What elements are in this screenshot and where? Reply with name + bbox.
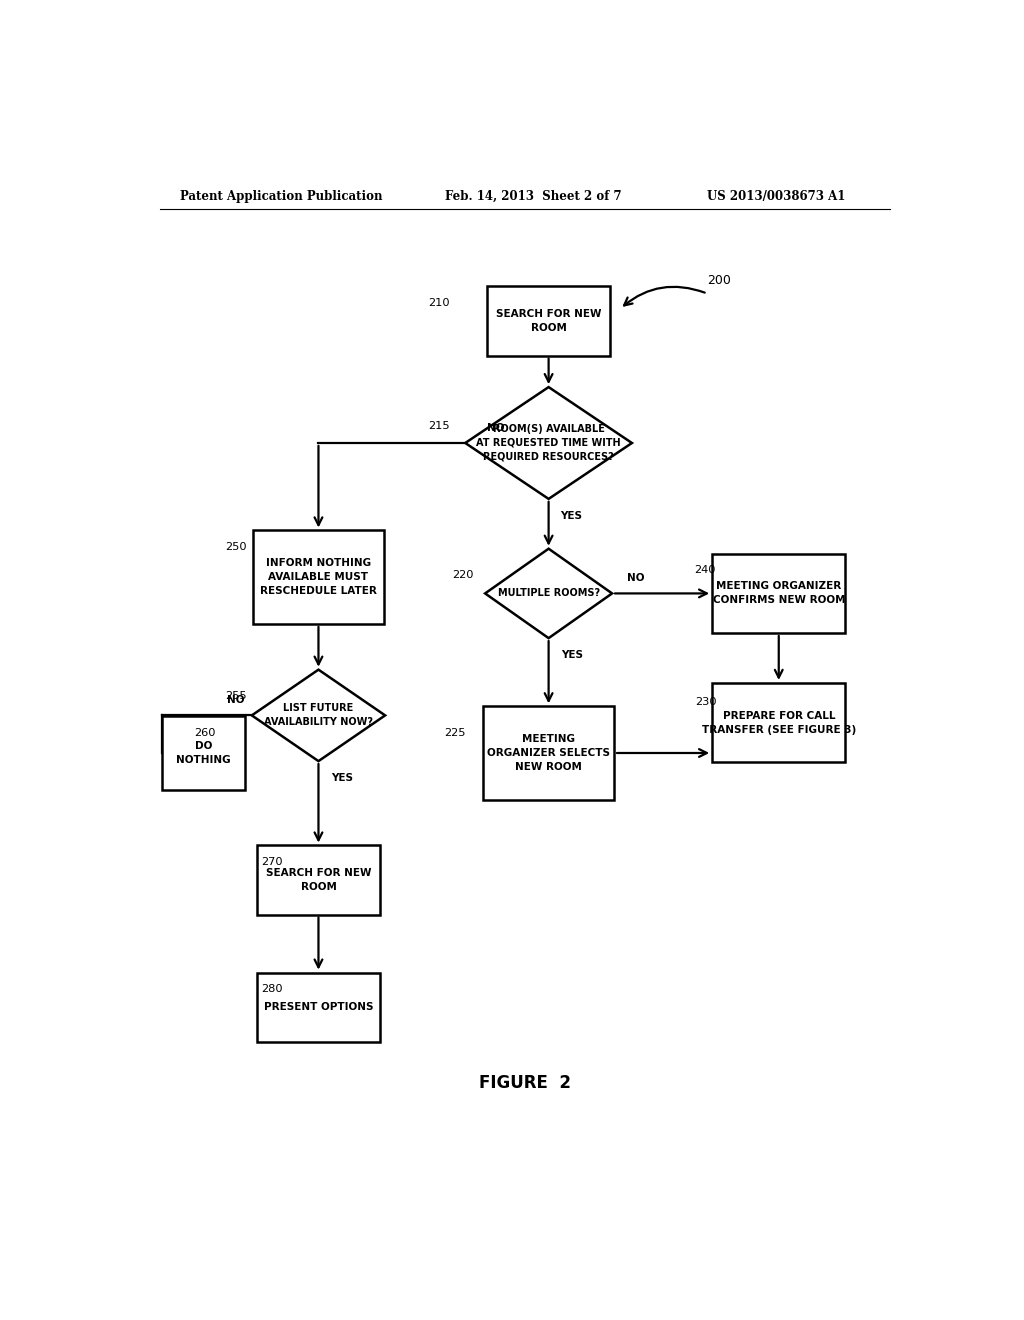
Text: PREPARE FOR CALL
TRANSFER (SEE FIGURE 3): PREPARE FOR CALL TRANSFER (SEE FIGURE 3) xyxy=(701,710,856,734)
Text: YES: YES xyxy=(561,651,584,660)
Text: 220: 220 xyxy=(452,570,473,579)
FancyBboxPatch shape xyxy=(162,717,245,789)
Text: MEETING
ORGANIZER SELECTS
NEW ROOM: MEETING ORGANIZER SELECTS NEW ROOM xyxy=(487,734,610,772)
Text: 230: 230 xyxy=(695,697,717,708)
Text: 270: 270 xyxy=(261,857,283,867)
Text: FIGURE  2: FIGURE 2 xyxy=(479,1074,570,1093)
FancyBboxPatch shape xyxy=(712,682,846,762)
Text: ROOM(S) AVAILABLE
AT REQUESTED TIME WITH
REQUIRED RESOURCES?: ROOM(S) AVAILABLE AT REQUESTED TIME WITH… xyxy=(476,424,621,462)
FancyBboxPatch shape xyxy=(487,286,610,355)
FancyBboxPatch shape xyxy=(257,846,380,915)
Text: DO
NOTHING: DO NOTHING xyxy=(176,741,230,766)
FancyBboxPatch shape xyxy=(483,706,614,800)
Text: PRESENT OPTIONS: PRESENT OPTIONS xyxy=(264,1002,373,1012)
Text: 200: 200 xyxy=(708,273,731,286)
Text: Patent Application Publication: Patent Application Publication xyxy=(179,190,382,202)
Text: Feb. 14, 2013  Sheet 2 of 7: Feb. 14, 2013 Sheet 2 of 7 xyxy=(445,190,622,202)
Text: 210: 210 xyxy=(428,298,450,308)
Text: 240: 240 xyxy=(694,565,716,576)
Text: 250: 250 xyxy=(225,541,247,552)
Text: 255: 255 xyxy=(225,692,247,701)
FancyBboxPatch shape xyxy=(712,554,846,634)
Text: YES: YES xyxy=(332,774,353,783)
FancyBboxPatch shape xyxy=(253,531,384,624)
Text: US 2013/0038673 A1: US 2013/0038673 A1 xyxy=(708,190,846,202)
Text: INFORM NOTHING
AVAILABLE MUST
RESCHEDULE LATER: INFORM NOTHING AVAILABLE MUST RESCHEDULE… xyxy=(260,558,377,597)
Text: YES: YES xyxy=(560,511,582,521)
Polygon shape xyxy=(465,387,632,499)
Text: SEARCH FOR NEW
ROOM: SEARCH FOR NEW ROOM xyxy=(496,309,601,333)
Text: SEARCH FOR NEW
ROOM: SEARCH FOR NEW ROOM xyxy=(265,869,372,892)
Text: 280: 280 xyxy=(261,983,283,994)
Text: NO: NO xyxy=(227,696,245,705)
Text: LIST FUTURE
AVAILABILITY NOW?: LIST FUTURE AVAILABILITY NOW? xyxy=(264,704,373,727)
Text: 260: 260 xyxy=(194,727,215,738)
Text: MULTIPLE ROOMS?: MULTIPLE ROOMS? xyxy=(498,589,600,598)
Polygon shape xyxy=(252,669,385,762)
Text: NO: NO xyxy=(627,573,645,583)
FancyBboxPatch shape xyxy=(257,973,380,1041)
Text: MEETING ORGANIZER
CONFIRMS NEW ROOM: MEETING ORGANIZER CONFIRMS NEW ROOM xyxy=(713,581,845,606)
Text: NO: NO xyxy=(486,422,504,433)
Text: 225: 225 xyxy=(443,727,465,738)
Polygon shape xyxy=(485,549,612,638)
Text: 215: 215 xyxy=(428,421,450,430)
